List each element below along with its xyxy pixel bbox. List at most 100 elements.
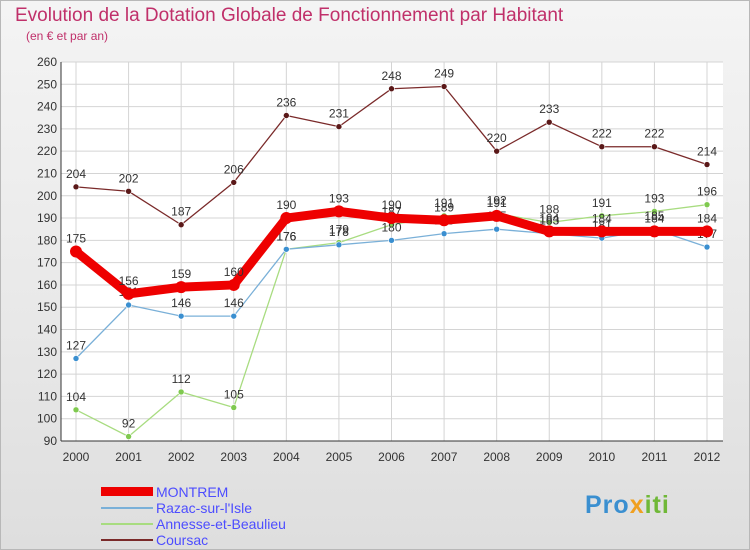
- data-label-montrem: 156: [119, 274, 139, 288]
- proxiti-logo: Proxiti: [585, 491, 670, 520]
- data-label-annesse-et-beaulieu: 191: [592, 196, 612, 210]
- data-label-montrem: 160: [224, 265, 244, 279]
- data-label-annesse-et-beaulieu: 176: [276, 229, 296, 243]
- logo-part-3: iti: [644, 491, 670, 519]
- data-point-coursac: [651, 143, 658, 151]
- x-tick-label: 2006: [378, 450, 405, 464]
- data-label-montrem: 159: [171, 267, 191, 281]
- data-label-razac-sur-l-isle: 176: [276, 229, 296, 243]
- data-label-razac-sur-l-isle: 183: [539, 214, 559, 228]
- y-tick-label: 120: [37, 367, 57, 381]
- y-tick-label: 200: [37, 189, 57, 203]
- data-point-razac-sur-l-isle: [177, 312, 185, 320]
- data-point-coursac: [335, 123, 343, 130]
- legend-swatch-montrem: [101, 487, 153, 496]
- data-label-montrem: 189: [434, 200, 454, 214]
- y-tick-label: 170: [37, 256, 57, 270]
- data-point-montrem: [490, 209, 503, 222]
- data-label-annesse-et-beaulieu: 112: [172, 372, 191, 386]
- y-tick-label: 230: [37, 122, 57, 136]
- data-label-annesse-et-beaulieu: 92: [122, 417, 136, 431]
- data-label-annesse-et-beaulieu: 188: [539, 203, 559, 217]
- data-point-coursac: [598, 143, 606, 151]
- data-point-coursac: [440, 83, 448, 90]
- data-point-annesse-et-beaulieu: [598, 212, 606, 220]
- data-label-coursac: 231: [329, 107, 349, 121]
- logo-part-1: Pro: [585, 491, 630, 519]
- data-label-montrem: 175: [66, 232, 86, 246]
- data-label-razac-sur-l-isle: 146: [224, 296, 244, 310]
- data-point-montrem: [332, 205, 345, 218]
- legend-label-annesse: Annesse-et-Beaulieu: [156, 516, 286, 532]
- y-tick-label: 180: [37, 233, 57, 247]
- x-tick-label: 2009: [536, 450, 563, 464]
- x-tick-label: 2011: [642, 450, 668, 464]
- data-point-montrem: [280, 212, 293, 225]
- data-point-annesse-et-beaulieu: [177, 388, 185, 396]
- data-point-montrem: [438, 214, 451, 227]
- legend-label-montrem: MONTREM: [156, 484, 229, 500]
- y-tick-label: 160: [37, 278, 57, 292]
- data-label-coursac: 222: [592, 127, 612, 141]
- data-label-razac-sur-l-isle: 146: [171, 296, 191, 310]
- data-label-coursac: 206: [224, 162, 244, 176]
- y-tick-label: 260: [37, 55, 57, 69]
- data-point-razac-sur-l-isle: [440, 230, 448, 237]
- y-tick-label: 140: [37, 323, 57, 337]
- data-point-annesse-et-beaulieu: [230, 404, 238, 411]
- data-point-montrem: [227, 278, 240, 291]
- data-point-razac-sur-l-isle: [493, 225, 500, 233]
- y-tick-label: 210: [37, 166, 57, 180]
- data-label-annesse-et-beaulieu: 191: [434, 196, 454, 210]
- data-label-razac-sur-l-isle: 127: [66, 339, 86, 353]
- data-label-razac-sur-l-isle: 178: [329, 225, 349, 239]
- legend-swatch-razac: [101, 507, 153, 509]
- data-point-coursac: [388, 85, 395, 93]
- x-tick-label: 2004: [273, 450, 300, 464]
- y-tick-label: 100: [37, 412, 57, 426]
- data-label-montrem: 184: [592, 211, 612, 225]
- data-point-montrem: [701, 225, 713, 238]
- y-tick-label: 250: [37, 77, 57, 91]
- data-label-coursac: 202: [119, 171, 139, 185]
- x-tick-label: 2000: [63, 450, 90, 464]
- data-label-razac-sur-l-isle: 180: [381, 220, 401, 234]
- data-label-montrem: 184: [539, 211, 559, 225]
- data-point-coursac: [177, 221, 185, 229]
- y-tick-label: 240: [37, 100, 57, 114]
- data-label-montrem: 190: [381, 198, 401, 212]
- data-label-annesse-et-beaulieu: 104: [66, 390, 86, 404]
- data-label-coursac: 249: [434, 67, 454, 81]
- data-label-annesse-et-beaulieu: 179: [329, 223, 349, 237]
- data-label-montrem: 184: [644, 211, 664, 225]
- data-label-montrem: 190: [276, 198, 296, 212]
- data-label-coursac: 214: [697, 145, 717, 159]
- legend-label-razac: Razac-sur-l'Isle: [156, 500, 253, 516]
- y-tick-label: 220: [37, 144, 57, 158]
- data-point-annesse-et-beaulieu: [72, 406, 80, 414]
- data-point-montrem: [543, 225, 556, 238]
- legend-swatch-annesse: [101, 523, 153, 525]
- data-point-montrem: [70, 245, 82, 258]
- x-tick-label: 2012: [694, 450, 721, 464]
- data-point-razac-sur-l-isle: [388, 237, 395, 244]
- x-tick-label: 2005: [326, 450, 353, 464]
- legend-swatch-coursac: [101, 539, 153, 541]
- y-tick-label: 150: [37, 300, 57, 314]
- data-point-annesse-et-beaulieu: [703, 201, 711, 208]
- data-point-razac-sur-l-isle: [230, 312, 238, 320]
- data-label-coursac: 248: [381, 69, 401, 83]
- legend-label-coursac: Coursac: [156, 532, 209, 548]
- data-point-annesse-et-beaulieu: [125, 433, 132, 440]
- data-point-coursac: [703, 161, 711, 168]
- data-label-annesse-et-beaulieu: 196: [697, 185, 717, 199]
- x-tick-label: 2007: [431, 450, 458, 464]
- y-tick-label: 90: [44, 434, 58, 448]
- data-label-montrem: 184: [697, 211, 717, 225]
- data-label-montrem: 191: [487, 196, 507, 210]
- data-label-annesse-et-beaulieu: 192: [487, 194, 507, 208]
- logo-part-2: x: [629, 491, 645, 519]
- y-tick-label: 190: [37, 211, 57, 225]
- data-point-montrem: [175, 281, 188, 294]
